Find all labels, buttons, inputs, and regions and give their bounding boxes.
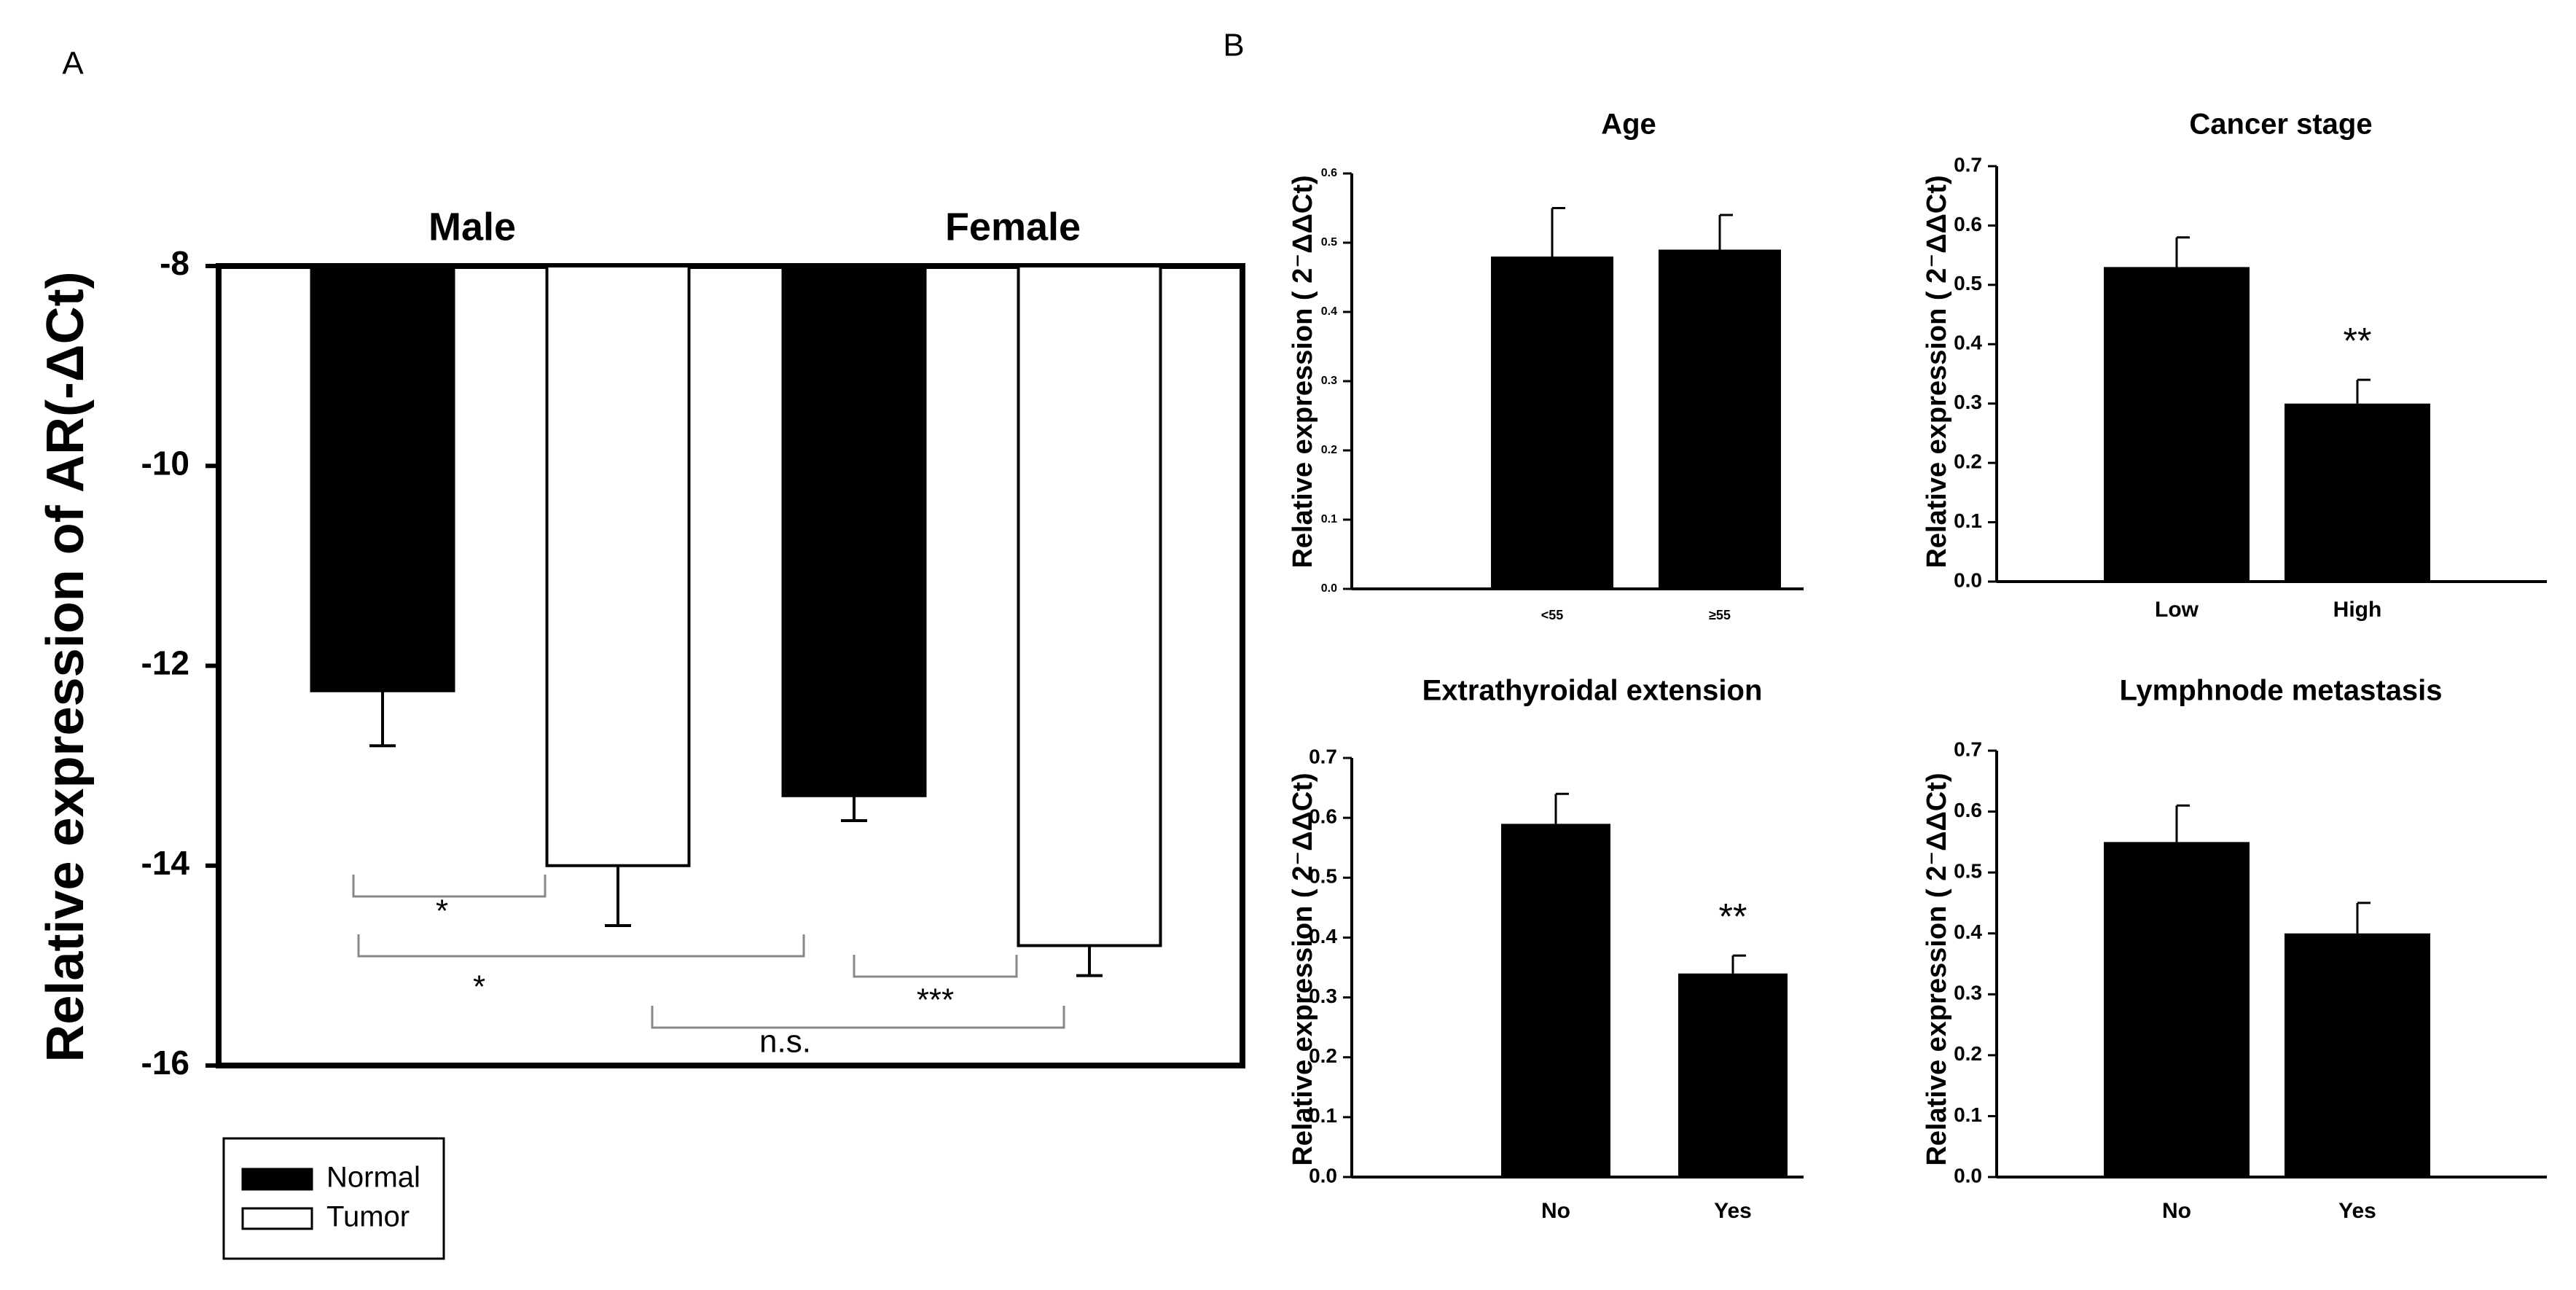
panel-a-label: A — [62, 46, 84, 82]
panel-a-y-axis-label: Relative expression of AR(-ΔCt) — [36, 271, 95, 1062]
panel-a-group-label-female: Female — [945, 205, 1081, 249]
panel-b1-y-tick-label: 0.6 — [1321, 167, 1337, 179]
panel-b4-x-tick-label: No — [2162, 1199, 2191, 1223]
panel-b1-x-tick-label: ≥55 — [1709, 608, 1731, 622]
panel-b3-y-tick-label: 0.7 — [1309, 745, 1337, 767]
panel-b4-y-tick-label: 0.5 — [1954, 860, 1982, 883]
panel-b4-y-tick-label: 0.6 — [1954, 799, 1982, 821]
panel-b3-x-tick-label: No — [1541, 1199, 1570, 1223]
panel-b2-y-tick-label: 0.6 — [1954, 213, 1982, 235]
panel-b3-y-tick-label: 0.3 — [1309, 985, 1337, 1007]
panel-a-bar-male-normal — [310, 265, 455, 692]
panel-b1-y-tick-label: 0.2 — [1321, 444, 1337, 456]
panel-b3-y-tick-label: 0.6 — [1309, 805, 1337, 828]
panel-b1-y-tick-label: 0.0 — [1321, 582, 1337, 595]
panel-a-bar-female-normal — [781, 265, 927, 797]
panel-a-y-tick-label: -8 — [160, 244, 189, 282]
panel-b3-title: Extrathyroidal extension — [1422, 675, 1763, 707]
panel-a-y-tick-label: -16 — [141, 1044, 189, 1082]
panel-b2-x-tick-label: Low — [2155, 598, 2199, 622]
panel-b2-y-tick-label: 0.4 — [1954, 332, 1982, 354]
panel-b4-y-tick-label: 0.4 — [1954, 920, 1982, 943]
panel-b2-title: Cancer stage — [2189, 109, 2372, 141]
panel-a-legend-label-normal: Normal — [326, 1162, 420, 1194]
panel-b1-bar-1 — [1659, 249, 1781, 589]
panel-a-legend-swatch-tumor — [241, 1207, 313, 1230]
panel-b1-bar-0 — [1491, 257, 1613, 589]
panel-a-legend-label-tumor: Tumor — [326, 1201, 410, 1233]
panel-a-significance-label: * — [473, 969, 485, 1005]
panel-a-significance-label: *** — [917, 982, 954, 1018]
panel-a-group-label-male: Male — [428, 205, 516, 249]
panel-a-bar-male-tumor — [545, 265, 691, 867]
panel-a-significance-bracket — [352, 875, 547, 898]
panel-b3-bar-1 — [1678, 973, 1788, 1177]
panel-b1-y-tick-label: 0.4 — [1321, 305, 1337, 318]
panel-b4-y-tick-label: 0.0 — [1954, 1164, 1982, 1187]
panel-b3-y-tick-label: 0.0 — [1309, 1164, 1337, 1187]
panel-b1-title: Age — [1601, 109, 1656, 141]
panel-a-y-tick-label: -12 — [141, 644, 189, 682]
panel-b2-y-tick-label: 0.2 — [1954, 450, 1982, 473]
panel-b3-y-tick-label: 0.2 — [1309, 1044, 1337, 1067]
panel-b2-y-tick-label: 0.7 — [1954, 153, 1982, 176]
panel-b4-y-tick-label: 0.2 — [1954, 1042, 1982, 1065]
panel-b4-x-tick-label: Yes — [2338, 1199, 2376, 1223]
panel-b1-x-tick-label: <55 — [1541, 608, 1564, 622]
panel-b2-y-tick-label: 0.0 — [1954, 568, 1982, 591]
panel-a-bar-female-tumor — [1017, 265, 1162, 947]
panel-b2-significance-label: ** — [2344, 320, 2372, 361]
panel-a-legend-box — [222, 1137, 445, 1260]
panel-b3-significance-label: ** — [1719, 896, 1747, 937]
panel-a-significance-label: n.s. — [759, 1024, 811, 1060]
panel-b1-y-tick-label: 0.3 — [1321, 375, 1337, 387]
panel-b2-bar-1 — [2285, 403, 2430, 582]
panel-b4-bar-1 — [2285, 933, 2430, 1177]
panel-a-significance-bracket — [651, 1006, 1065, 1029]
panel-b2-y-axis-label: Relative expression ( 2⁻ΔΔCt) — [1922, 175, 1952, 568]
panel-b1-y-tick-label: 0.1 — [1321, 513, 1337, 525]
panel-a-significance-bracket — [357, 934, 805, 958]
panel-b2-y-tick-label: 0.3 — [1954, 391, 1982, 413]
panel-a-significance-label: * — [436, 894, 448, 929]
panel-b2-x-tick-label: High — [2333, 598, 2382, 622]
panel-b4-y-tick-label: 0.7 — [1954, 738, 1982, 760]
panel-a-y-tick-label: -14 — [141, 844, 190, 882]
panel-b-label: B — [1223, 28, 1244, 63]
panel-a-legend-swatch-normal — [241, 1168, 313, 1191]
panel-b3-y-tick-label: 0.5 — [1309, 865, 1337, 888]
panel-b4-title: Lymphnode metastasis — [2119, 675, 2442, 707]
panel-b2-y-tick-label: 0.5 — [1954, 272, 1982, 294]
panel-b3-x-tick-label: Yes — [1714, 1199, 1752, 1223]
panel-b1-y-tick-label: 0.5 — [1321, 236, 1337, 249]
panel-b2-y-tick-label: 0.1 — [1954, 509, 1982, 532]
panel-b3-y-tick-label: 0.4 — [1309, 925, 1337, 947]
panel-b1-y-axis-label: Relative expression ( 2⁻ΔΔCt) — [1288, 175, 1318, 568]
panel-b2-bar-0 — [2104, 267, 2250, 582]
panel-b4-y-axis-label: Relative expression ( 2⁻ΔΔCt) — [1922, 773, 1952, 1165]
panel-b3-y-axis-label: Relative expression ( 2⁻ΔΔCt) — [1288, 773, 1318, 1165]
panel-b4-y-tick-label: 0.3 — [1954, 982, 1982, 1004]
panel-b4-y-tick-label: 0.1 — [1954, 1103, 1982, 1126]
panel-a-significance-bracket — [853, 955, 1018, 978]
panel-b4-bar-0 — [2104, 842, 2250, 1177]
panel-a-y-tick-label: -10 — [141, 444, 189, 482]
panel-b3-bar-0 — [1501, 824, 1610, 1177]
panel-b3-y-tick-label: 0.1 — [1309, 1104, 1337, 1127]
